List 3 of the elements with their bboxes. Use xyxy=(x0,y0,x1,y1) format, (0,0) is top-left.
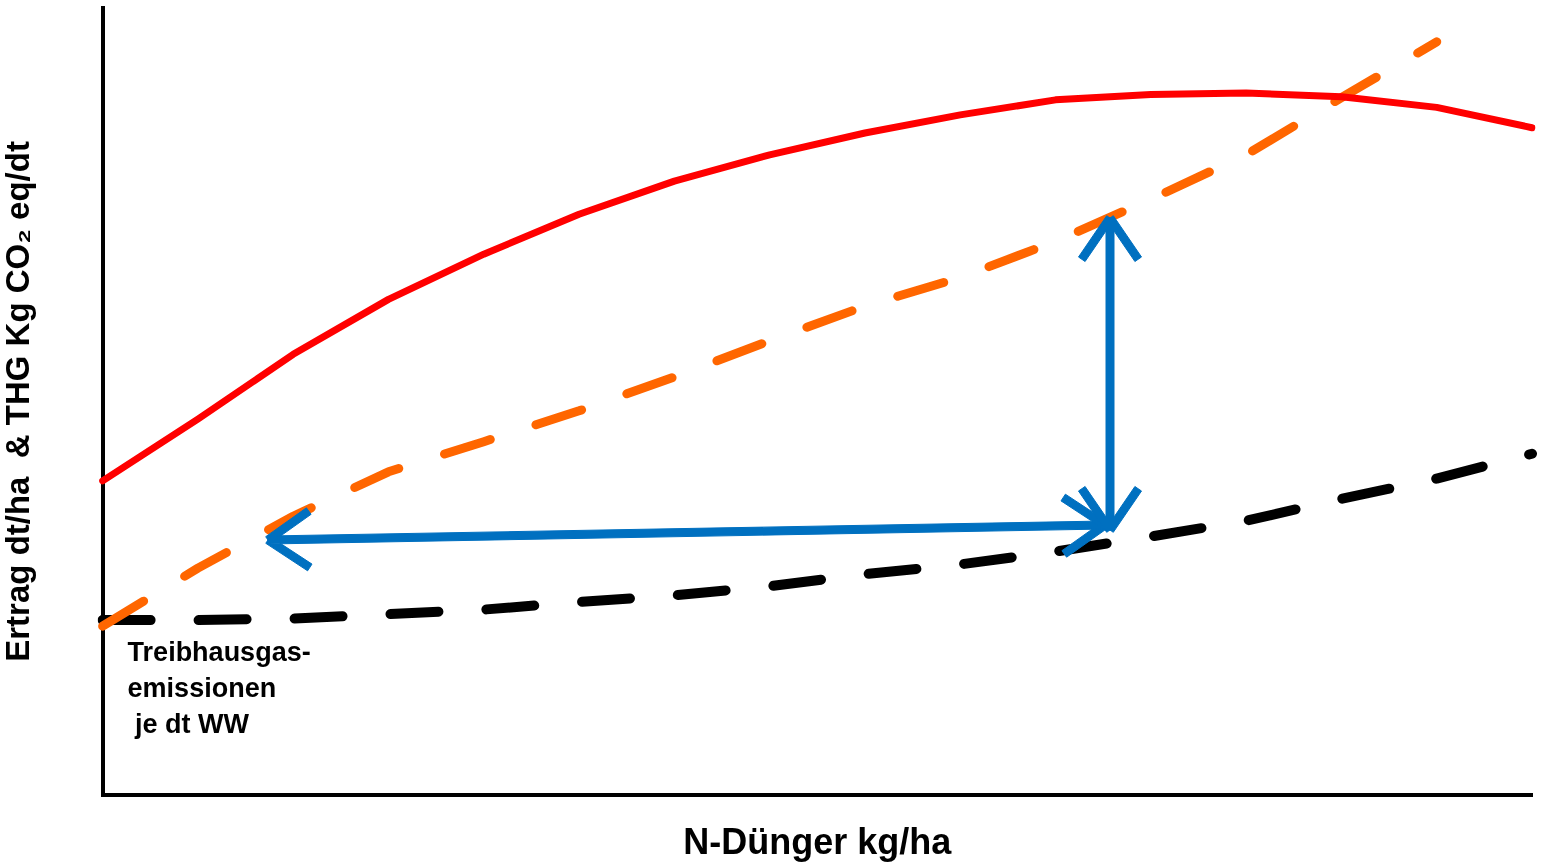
y-axis-title: Ertrag dt/ha & THG Kg CO₂ eq/dt xyxy=(0,141,36,662)
x-axis-title: N-Dünger kg/ha xyxy=(683,821,953,863)
annotation: Treibhausgas- emissionen je dt WW xyxy=(127,636,311,739)
